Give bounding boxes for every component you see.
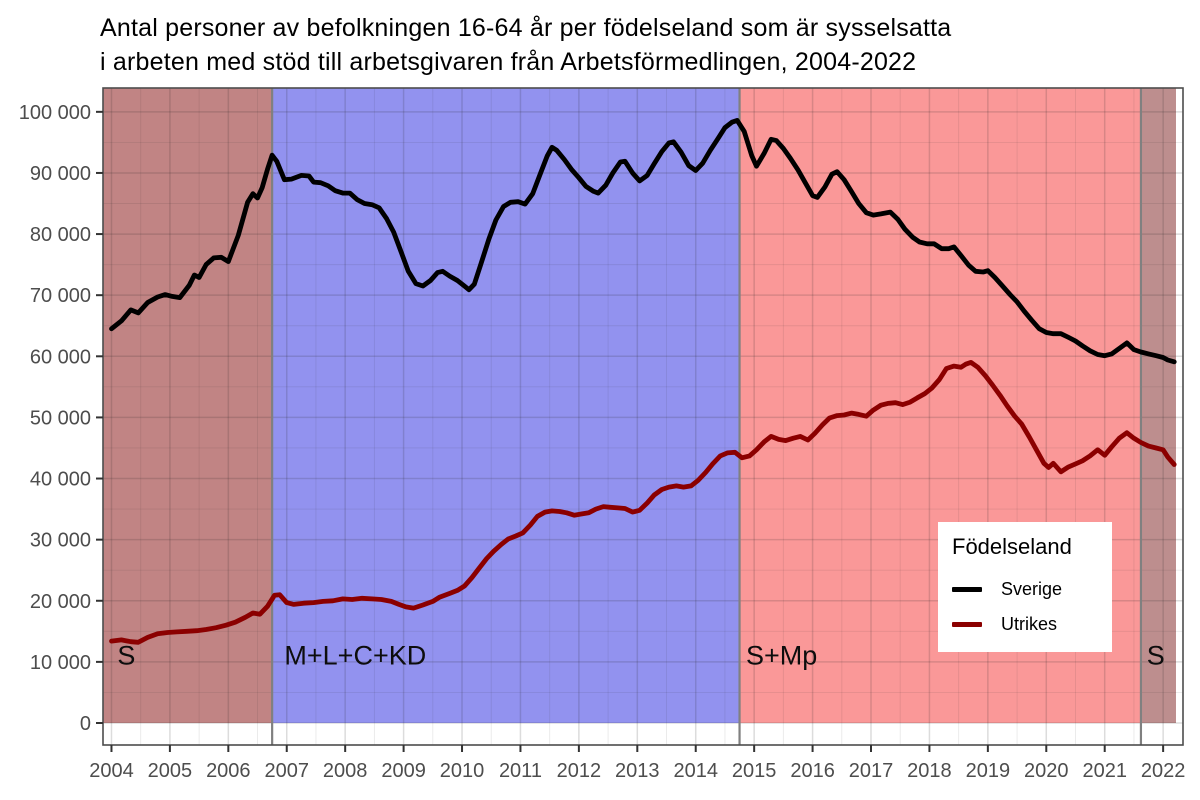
x-tick-label: 2022	[1141, 760, 1186, 782]
x-tick-label: 2021	[1082, 760, 1127, 782]
y-tick-label: 40 000	[30, 469, 91, 491]
legend-item-utrikes: Utrikes	[952, 607, 1112, 642]
y-tick-label: 50 000	[30, 407, 91, 429]
chart-title: Antal personer av befolkningen 16-64 år …	[100, 14, 952, 76]
x-tick-label: 2007	[264, 760, 309, 782]
region-label-m-l-c-kd: M+L+C+KD	[284, 641, 426, 671]
x-tick-label: 2012	[557, 760, 602, 782]
legend-item-sverige: Sverige	[952, 572, 1112, 607]
legend-item-label: Utrikes	[1001, 614, 1058, 634]
y-tick-label: 100 000	[19, 102, 91, 124]
y-tick-label: 20 000	[30, 591, 91, 613]
legend-item-label: Sverige	[1001, 579, 1063, 599]
series-line-utrikes	[109, 359, 1177, 645]
x-tick-label: 2004	[89, 760, 134, 782]
x-tick-label: 2008	[323, 760, 368, 782]
region-label-s-mp: S+Mp	[746, 641, 817, 671]
x-tick-label: 2017	[849, 760, 894, 782]
x-tick-label: 2011	[499, 760, 542, 782]
y-tick-label: 0	[80, 713, 91, 735]
region-m-l-c-kd	[272, 88, 740, 723]
y-tick-label: 10 000	[30, 652, 91, 674]
y-tick-label: 80 000	[30, 224, 91, 246]
y-tick-label: 90 000	[30, 163, 91, 185]
region-s	[1140, 88, 1176, 723]
x-tick-label: 2006	[206, 760, 251, 782]
region-label-s: S	[1147, 641, 1165, 671]
y-tick-label: 70 000	[30, 285, 91, 307]
y-tick-label: 60 000	[30, 346, 91, 368]
region-label-s: S	[117, 641, 135, 671]
x-tick-label: 2009	[381, 760, 426, 782]
x-tick-label: 2018	[907, 760, 952, 782]
series-line-sverige	[109, 118, 1177, 365]
x-tick-label: 2014	[673, 760, 718, 782]
region-s	[103, 88, 273, 723]
x-tick-label: 2019	[966, 760, 1011, 782]
x-tick-label: 2010	[440, 760, 485, 782]
x-tick-label: 2016	[790, 760, 835, 782]
y-tick-label: 30 000	[30, 530, 91, 552]
legend-box: Födelseland Sverige Utrikes	[938, 522, 1112, 652]
x-tick-label: 2013	[615, 760, 660, 782]
x-tick-label: 2015	[732, 760, 777, 782]
sverige-line-swatch	[952, 587, 982, 592]
x-tick-label: 2005	[148, 760, 193, 782]
x-tick-label: 2020	[1024, 760, 1069, 782]
utrikes-line-swatch	[952, 622, 982, 627]
legend-title: Födelseland	[952, 534, 1072, 559]
